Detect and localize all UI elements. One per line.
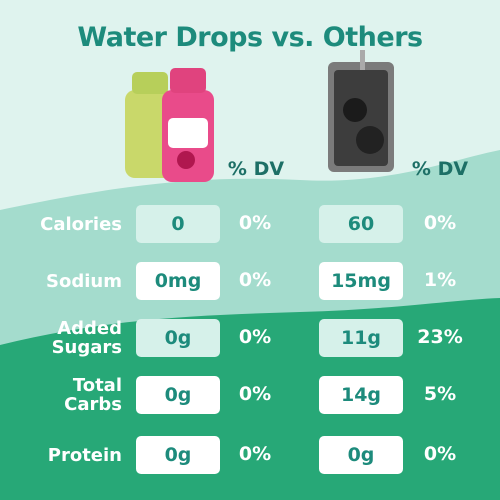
others-value: 11g bbox=[319, 319, 403, 357]
others-dv: 0% bbox=[423, 212, 457, 234]
row-label: Sodium bbox=[46, 270, 122, 292]
title: Water Drops vs. Others bbox=[77, 22, 423, 53]
others-dv: 0% bbox=[423, 443, 457, 465]
water-drops-dv: 0% bbox=[238, 269, 272, 291]
water-drops-value: 0mg bbox=[136, 262, 220, 300]
water-drops-dv: 0% bbox=[238, 212, 272, 234]
others-value: 60 bbox=[319, 205, 403, 243]
others-value: 15mg bbox=[319, 262, 403, 300]
water-drops-value: 0 bbox=[136, 205, 220, 243]
water-drops-dv: 0% bbox=[238, 326, 272, 348]
water-drops-value: 0g bbox=[136, 376, 220, 414]
others-value: 0g bbox=[319, 436, 403, 474]
others-dv: 5% bbox=[423, 383, 457, 405]
row-label: Added Sugars bbox=[51, 318, 122, 358]
water-drops-value: 0g bbox=[136, 319, 220, 357]
water-drops-bottles bbox=[125, 68, 214, 182]
others-dv: 23% bbox=[417, 326, 463, 348]
water-drops-dv: 0% bbox=[238, 443, 272, 465]
row-label: Calories bbox=[40, 213, 122, 235]
dv-header: % DV bbox=[411, 158, 469, 180]
others-dv: 1% bbox=[423, 269, 457, 291]
others-value: 14g bbox=[319, 376, 403, 414]
water-drops-dv: 0% bbox=[238, 383, 272, 405]
pouch bbox=[328, 50, 394, 172]
row-label: Protein bbox=[47, 444, 122, 466]
row-label: Total Carbs bbox=[64, 375, 122, 415]
dv-header: % DV bbox=[227, 158, 285, 180]
water-drops-value: 0g bbox=[136, 436, 220, 474]
